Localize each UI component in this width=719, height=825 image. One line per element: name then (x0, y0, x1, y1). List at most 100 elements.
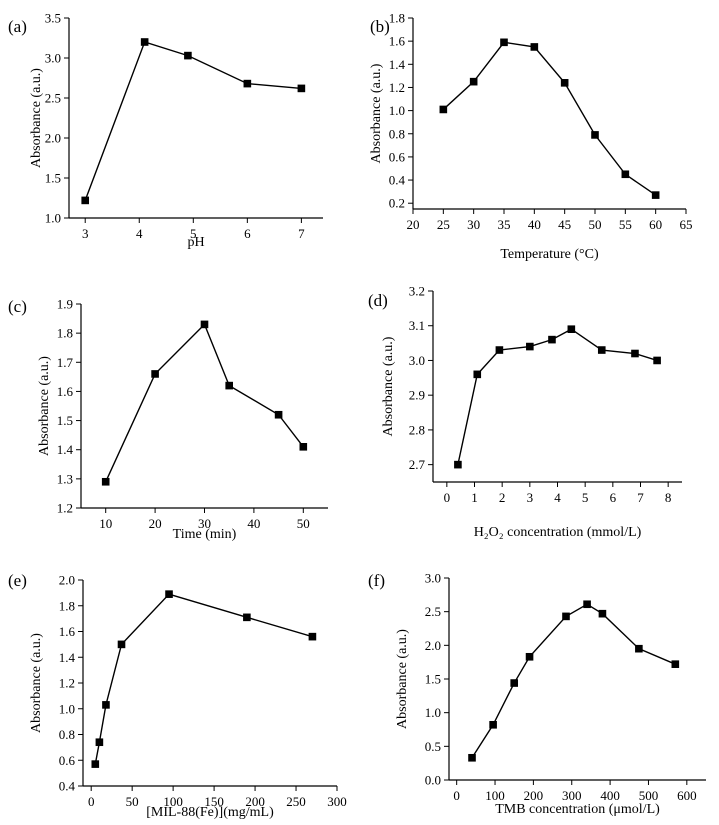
chart-panel-f: (f) 0 100 200 300 400 500 600 0.0 0.5 1.0 1.5 2.0 2.5… (368, 571, 706, 817)
y-axis-label: Absorbance (a.u.) (37, 356, 52, 456)
data-point (631, 349, 639, 358)
y-tick-label: 0.2 (389, 196, 405, 211)
x-tick-label: 5 (190, 226, 197, 241)
y-tick-label: 1.6 (389, 34, 406, 49)
data-point (91, 760, 100, 768)
y-tick-label: 3.0 (409, 353, 425, 368)
x-tick-label: 60 (649, 217, 662, 232)
data-point (548, 335, 556, 344)
data-point (469, 77, 478, 86)
data-point (562, 612, 570, 621)
panel-label: (a) (8, 17, 27, 36)
y-tick-label: 1.4 (389, 57, 406, 72)
y-tick-label: 0.6 (59, 753, 76, 768)
chart-panel-d: (d) 0 1 2 3 4 5 6 7 8 2.7 2.8 2.9 3.0 3.1 3.2 H₂O₂ conce… (368, 284, 682, 540)
y-tick-label: 1.0 (59, 701, 75, 716)
y-tick-label: 1.5 (425, 672, 441, 687)
y-tick-label: 1.4 (57, 442, 74, 457)
y-tick-label: 1.0 (425, 705, 441, 720)
x-tick-label: 200 (524, 788, 544, 803)
panel-label: (f) (368, 571, 385, 590)
x-tick-label: 40 (528, 217, 541, 232)
data-point (671, 660, 680, 668)
data-point (101, 477, 110, 486)
y-tick-label: 0.8 (389, 126, 405, 141)
y-tick-label: 0.8 (59, 727, 75, 742)
data-point (81, 196, 90, 205)
x-tick-label: 30 (198, 516, 211, 531)
y-tick-label: 2.5 (425, 604, 441, 619)
data-point (567, 325, 576, 333)
y-tick-label: 2.9 (409, 388, 425, 403)
x-tick-label: 0 (453, 788, 460, 803)
panel-label: (d) (368, 291, 388, 310)
x-tick-label: 600 (677, 788, 697, 803)
data-point (95, 738, 104, 747)
y-axis-label: Absorbance (a.u.) (395, 629, 410, 729)
data-point (454, 460, 462, 469)
y-axis-label: Absorbance (a.u.) (29, 633, 44, 733)
data-point (165, 590, 173, 598)
y-axis-label: Absorbance (a.u.) (381, 336, 396, 436)
x-axis-label: pH (187, 235, 204, 250)
data-point (439, 105, 448, 114)
data-point (598, 609, 607, 618)
series-line (105, 323, 304, 483)
x-tick-label: 500 (639, 788, 659, 803)
y-axis-label: Absorbance (a.u.) (29, 68, 44, 168)
data-point (308, 632, 317, 641)
x-tick-label: 65 (680, 217, 693, 232)
data-point (597, 346, 606, 354)
x-tick-label: 6 (610, 490, 617, 505)
data-point (510, 679, 519, 687)
x-tick-label: 7 (298, 226, 305, 241)
data-point (468, 753, 476, 762)
y-tick-label: 1.5 (45, 171, 61, 186)
y-tick-label: 0.4 (389, 173, 406, 188)
y-tick-label: 3.5 (45, 11, 61, 26)
data-point (117, 640, 126, 649)
x-tick-label: 5 (582, 490, 589, 505)
y-tick-label: 2.5 (45, 91, 61, 106)
y-tick-label: 1.2 (57, 501, 73, 516)
y-tick-label: 1.8 (57, 326, 73, 341)
y-tick-label: 0.5 (425, 739, 441, 754)
series-line (457, 328, 658, 465)
x-tick-label: 100 (485, 788, 505, 803)
y-tick-label: 2.0 (425, 638, 441, 653)
y-tick-label: 3.0 (45, 51, 61, 66)
data-point (635, 644, 643, 653)
data-point (525, 652, 534, 661)
chart-panel-c: (c) 10 20 30 40 50 1.2 1.3 1.4 1.5 1.6 1.7 1.8 1.9 Tim… (8, 297, 328, 542)
data-point (243, 613, 251, 622)
data-point (274, 410, 283, 419)
x-tick-label: 200 (245, 794, 265, 809)
x-tick-label: 150 (204, 794, 224, 809)
x-tick-label: 20 (149, 516, 162, 531)
series-line (94, 593, 313, 765)
x-axis-label: [MIL-88(Fe)](mg/mL) (146, 805, 274, 820)
y-tick-label: 0.6 (389, 149, 406, 164)
data-point (473, 370, 482, 379)
data-point (225, 381, 233, 390)
y-tick-label: 0.4 (59, 779, 76, 794)
x-tick-label: 50 (297, 516, 310, 531)
x-tick-label: 100 (163, 794, 183, 809)
y-tick-label: 2.0 (45, 131, 61, 146)
x-tick-label: 4 (136, 226, 143, 241)
panel-label: (b) (370, 17, 390, 36)
data-point (151, 370, 159, 378)
data-point (184, 51, 192, 60)
x-tick-label: 25 (437, 217, 450, 232)
x-axis-label: H₂O₂ concentration (mmol/L) (474, 525, 642, 540)
y-tick-label: 1.3 (57, 471, 73, 486)
y-tick-label: 3.1 (409, 318, 425, 333)
data-point (299, 443, 308, 451)
data-point (560, 79, 569, 87)
x-tick-label: 3 (527, 490, 534, 505)
y-tick-label: 1.0 (45, 211, 61, 226)
data-point (583, 600, 591, 609)
chart-panel-b: (b) 20 25 30 35 40 45 50 55 60 65 0.2 0.4 0.6 0.8 1.0 1.… (369, 11, 693, 263)
y-tick-label: 1.6 (59, 624, 76, 639)
